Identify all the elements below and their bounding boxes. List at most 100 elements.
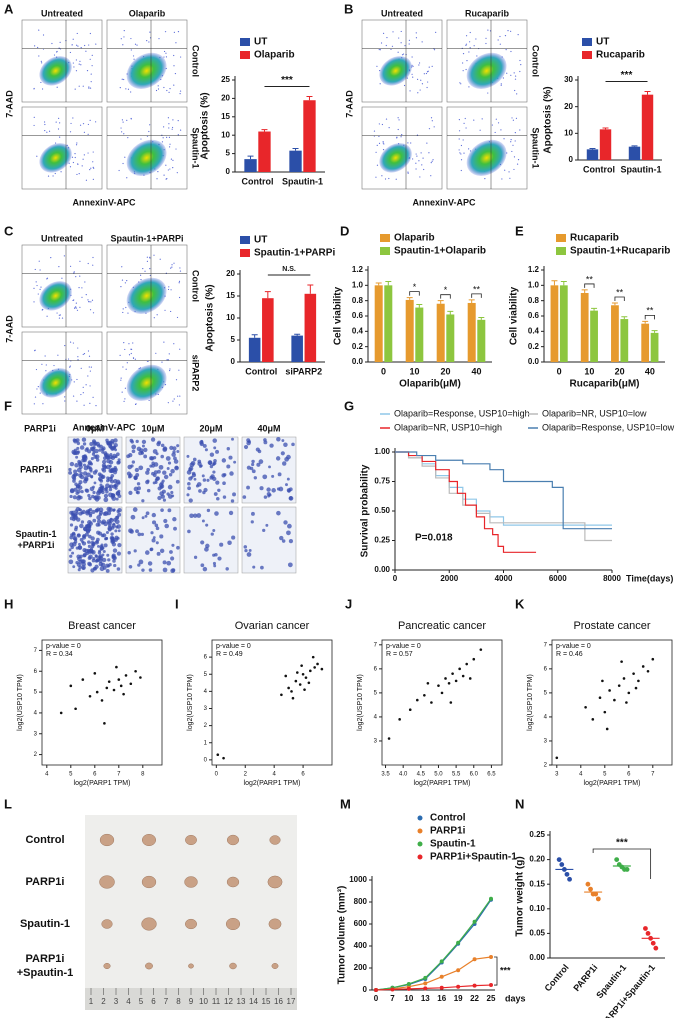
event-dot <box>431 120 433 122</box>
event-cloud <box>126 139 167 176</box>
point <box>112 688 116 692</box>
cell <box>106 506 112 512</box>
y-tick-label: 0.10 <box>529 904 545 913</box>
x-tick-label: 4000 <box>495 574 513 583</box>
event-dot <box>388 177 390 180</box>
cell <box>134 467 140 473</box>
panel-letter: B <box>344 1 353 16</box>
cell <box>138 465 144 471</box>
y-tick-label: 0.25 <box>374 536 390 545</box>
y-tick-label: 1.0 <box>528 280 540 289</box>
event-dot <box>69 366 71 368</box>
point <box>69 684 73 688</box>
y-axis-label: Tumor volume (mm³) <box>337 886 348 985</box>
ruler <box>85 988 297 1010</box>
y-axis-label: 7-AAD <box>344 90 354 118</box>
y-tick-label: 5 <box>204 672 208 678</box>
point <box>124 674 128 677</box>
cell <box>94 454 100 459</box>
cell <box>253 476 258 480</box>
cell <box>85 488 90 493</box>
x-tick-label: 0 <box>381 366 386 376</box>
event-dot <box>397 51 399 53</box>
cell <box>105 563 110 568</box>
cell <box>167 461 172 465</box>
event-dot <box>464 117 466 120</box>
point <box>454 679 458 683</box>
y-tick-label: 2 <box>544 763 548 769</box>
y-tick-label: 0.4 <box>528 326 540 335</box>
x-tick-label: 13 <box>421 994 430 1003</box>
cell <box>199 464 203 468</box>
bar <box>586 149 599 160</box>
event-dot <box>53 364 55 367</box>
ruler-number: 8 <box>176 997 181 1006</box>
panel-letter: C <box>4 223 14 238</box>
cell <box>152 481 156 485</box>
cell <box>212 529 216 533</box>
event-dot <box>479 129 481 131</box>
event-dot <box>82 386 84 388</box>
event-dot <box>469 41 471 43</box>
error-bar <box>416 304 423 308</box>
cell <box>281 539 286 543</box>
annotation: P=0.018 <box>415 533 453 544</box>
event-dot <box>408 39 411 41</box>
event-dot <box>499 35 501 38</box>
event-dot <box>51 42 53 45</box>
cell <box>231 437 234 441</box>
tumor <box>101 919 113 929</box>
cell <box>103 521 108 527</box>
event-dot <box>73 381 75 383</box>
event-dot <box>34 45 36 47</box>
y-axis-label: 7-AAD <box>4 90 14 118</box>
event-dot <box>153 317 155 319</box>
event-dot <box>158 38 160 40</box>
y-tick-label: 1.0 <box>352 280 364 289</box>
point <box>307 681 311 685</box>
y-tick-label: 3 <box>204 706 208 712</box>
event-dot <box>418 160 420 162</box>
event-dot <box>385 118 388 120</box>
cell <box>137 532 142 537</box>
line <box>375 899 492 991</box>
error-bar <box>447 310 454 315</box>
cell <box>246 485 250 490</box>
cell <box>283 442 288 447</box>
event-dot <box>171 264 173 266</box>
bracket <box>592 848 652 879</box>
cell <box>275 456 281 461</box>
event-dot <box>175 42 177 44</box>
cell <box>252 565 256 569</box>
event-dot <box>146 360 149 362</box>
event-dot <box>169 368 171 370</box>
event-dot <box>79 306 81 308</box>
event-dot <box>419 89 421 91</box>
event-dot <box>376 65 378 67</box>
bracket <box>584 283 595 288</box>
cell <box>86 523 92 529</box>
event-dot <box>76 163 79 165</box>
point <box>613 698 616 702</box>
cell <box>161 479 165 483</box>
event-dot <box>373 130 376 132</box>
y-tick-label: 3 <box>544 739 548 745</box>
event-dot <box>92 151 94 153</box>
event-dot <box>118 169 120 172</box>
point <box>627 691 631 695</box>
event-dot <box>161 141 164 143</box>
event-dot <box>162 137 164 139</box>
event-dot <box>412 65 414 67</box>
event-dot <box>155 89 158 92</box>
point <box>489 983 493 988</box>
event-dot <box>175 379 178 381</box>
y-tick-label: 10 <box>221 130 230 139</box>
event-dot <box>473 119 475 121</box>
cell <box>82 463 87 467</box>
event-dot <box>149 267 151 270</box>
x-tick-label: 19 <box>454 994 463 1003</box>
cell <box>251 459 255 464</box>
event-dot <box>130 49 132 51</box>
cell <box>243 444 249 450</box>
event-dot <box>168 136 171 138</box>
